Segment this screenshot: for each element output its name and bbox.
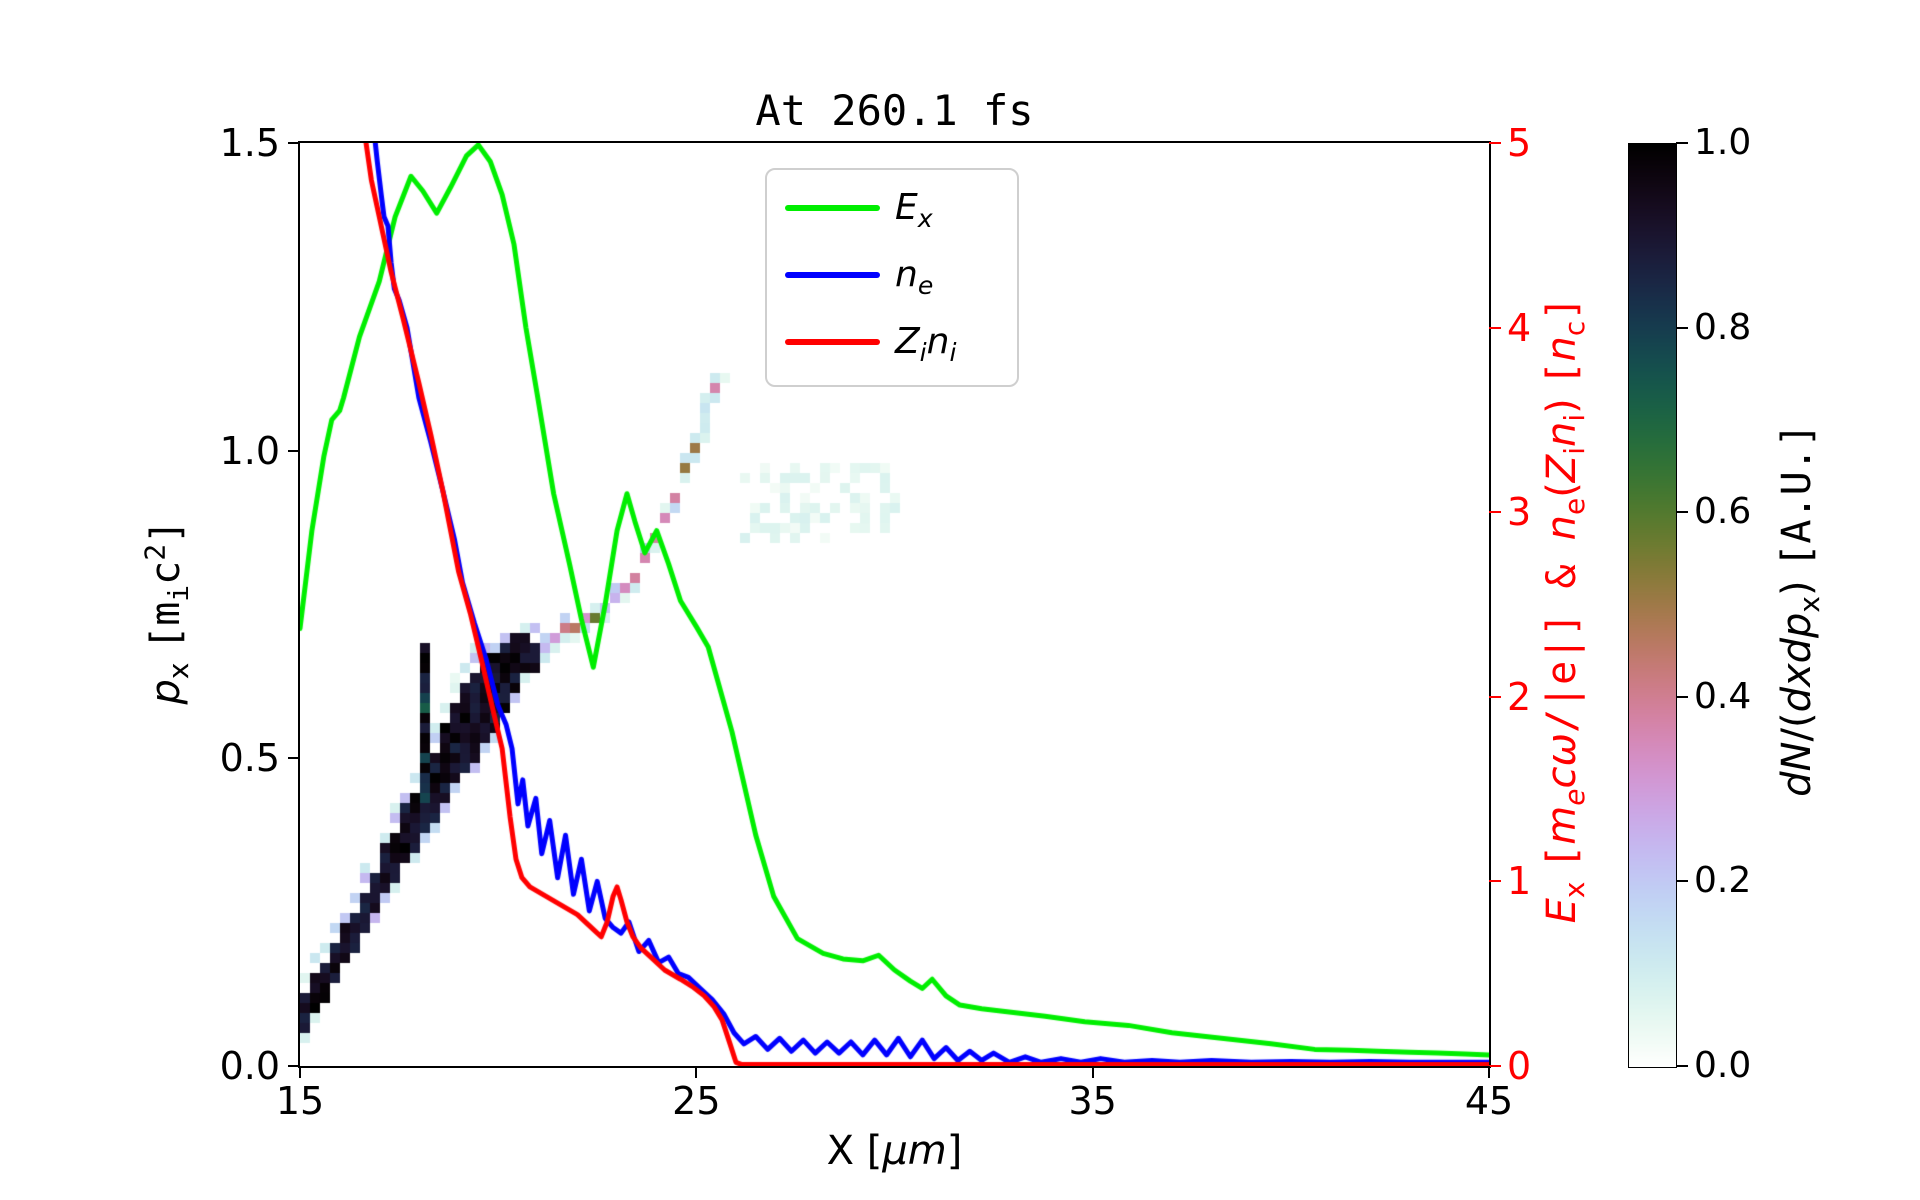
y-left-tick-label: 0.0 (219, 1044, 280, 1088)
legend-label-Zini: Zini (895, 321, 957, 368)
y-right-tick-mark (1489, 142, 1501, 144)
colorbar-tick-label: 1.0 (1694, 122, 1752, 163)
legend-item-ne: ne (767, 254, 1017, 300)
colorbar-tick-label: 0.8 (1694, 306, 1752, 348)
x-tick-label: 25 (672, 1079, 721, 1123)
y-left-tick-mark (288, 757, 300, 760)
colorbar-tick-mark (1676, 880, 1688, 883)
x-tick-mark (1091, 1066, 1094, 1078)
y-right-tick-label: 3 (1507, 490, 1532, 535)
legend: Ex ne Zini (765, 168, 1019, 387)
y-right-tick-label: 2 (1507, 674, 1532, 719)
colorbar-tick-mark (1676, 1065, 1688, 1067)
legend-line-sample-Ex (785, 205, 880, 211)
y-left-tick-label: 1.0 (219, 428, 280, 473)
y-right-tick-label: 0 (1507, 1044, 1532, 1088)
y-left-tick-label: 1.5 (219, 121, 280, 165)
y-right-tick-mark (1489, 880, 1501, 883)
y-right-tick-mark (1489, 326, 1501, 329)
legend-item-Zini: Zini (767, 321, 1017, 367)
legend-item-Ex: Ex (767, 187, 1017, 233)
y-left-tick-label: 0.5 (219, 736, 280, 781)
colorbar-tick-mark (1676, 511, 1688, 514)
y-right-tick-mark (1489, 1065, 1501, 1067)
x-tick-label: 15 (275, 1079, 325, 1123)
x-axis-label: X [μm] (826, 1128, 963, 1174)
colorbar-tick-label: 0.6 (1694, 491, 1752, 533)
x-tick-mark (299, 1066, 301, 1078)
x-tick-mark (1488, 1066, 1490, 1078)
y-right-tick-label: 5 (1507, 121, 1532, 165)
colorbar (1628, 143, 1677, 1068)
colorbar-tick-label: 0.0 (1694, 1045, 1752, 1086)
y-right-tick-label: 1 (1507, 859, 1532, 904)
colorbar-tick-mark (1676, 695, 1688, 698)
y-right-tick-mark (1489, 695, 1501, 698)
x-tick-label: 45 (1464, 1079, 1514, 1123)
legend-label-Ex: Ex (895, 187, 933, 234)
y-left-tick-mark (288, 449, 300, 452)
y-axis-label-left: px [mic2] (138, 519, 196, 705)
chart-title: At 260.1 fs (755, 86, 1034, 135)
colorbar-tick-label: 0.2 (1694, 860, 1752, 902)
y-right-tick-label: 4 (1507, 305, 1532, 350)
colorbar-tick-label: 0.4 (1694, 675, 1752, 717)
y-left-tick-mark (288, 142, 300, 144)
x-tick-label: 35 (1068, 1079, 1117, 1123)
legend-label-ne: ne (895, 254, 934, 301)
y-axis-label-right: Ex [mecω/|e|] & ne(Zini) [nc] (1539, 296, 1591, 924)
colorbar-label: dN/(dxdpx) [A.U.] (1774, 423, 1826, 797)
colorbar-tick-mark (1676, 142, 1688, 144)
y-right-tick-mark (1489, 511, 1501, 514)
legend-line-sample-ne (785, 272, 880, 278)
y-left-tick-mark (288, 1065, 300, 1067)
colorbar-tick-mark (1676, 326, 1688, 329)
legend-line-sample-Zini (785, 339, 880, 345)
x-tick-mark (695, 1066, 698, 1078)
